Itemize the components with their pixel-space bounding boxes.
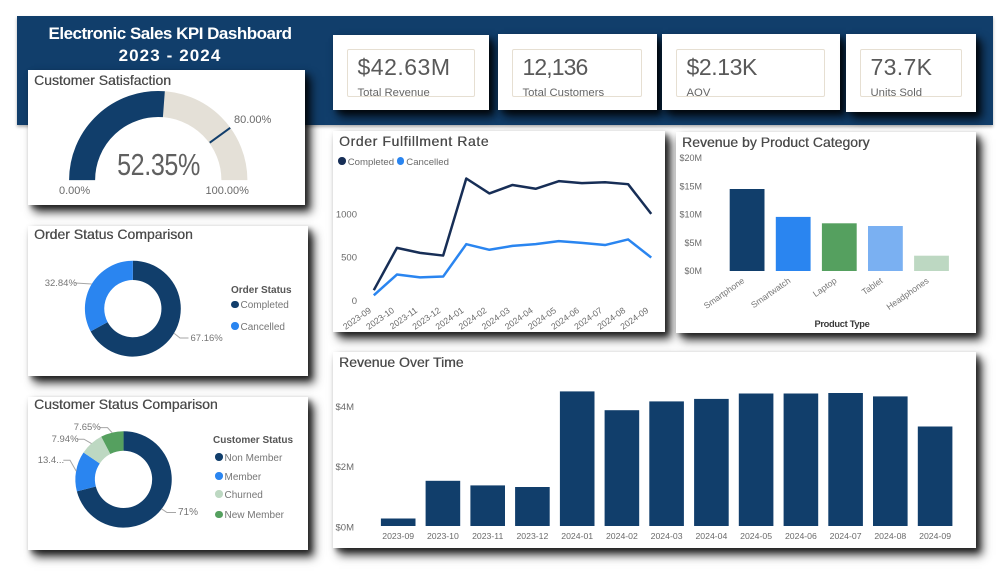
svg-text:Tablet: Tablet [860,275,885,297]
svg-text:2024-06: 2024-06 [785,531,817,541]
svg-text:2024-05: 2024-05 [740,531,772,541]
svg-text:$2M: $2M [336,462,355,473]
svg-text:Headphones: Headphones [885,275,932,312]
svg-text:Smartwatch: Smartwatch [749,275,792,310]
svg-text:Laptop: Laptop [811,275,839,299]
svg-text:2023-10: 2023-10 [427,531,459,541]
svg-text:0: 0 [352,296,357,307]
svg-text:2024-08: 2024-08 [874,531,906,541]
svg-text:2024-02: 2024-02 [606,531,638,541]
svg-text:$4M: $4M [336,402,355,413]
svg-text:2024-09: 2024-09 [919,531,951,541]
svg-text:2024-01: 2024-01 [561,531,593,541]
svg-text:$10M: $10M [679,210,702,220]
svg-text:2024-07: 2024-07 [830,531,862,541]
svg-text:$15M: $15M [679,181,702,191]
svg-text:Product Type: Product Type [814,319,869,329]
svg-text:$0M: $0M [684,266,702,276]
svg-text:Smartphone: Smartphone [702,275,747,310]
svg-text:2024-03: 2024-03 [651,531,683,541]
svg-text:$5M: $5M [684,238,702,248]
svg-text:2023-09: 2023-09 [382,531,414,541]
svg-text:1000: 1000 [336,210,357,221]
svg-text:2023-11: 2023-11 [472,531,503,541]
svg-text:$0M: $0M [336,523,355,534]
svg-text:$20M: $20M [679,153,702,163]
svg-text:2024-04: 2024-04 [695,531,727,541]
svg-text:500: 500 [341,253,357,264]
svg-text:2023-12: 2023-12 [516,531,548,541]
